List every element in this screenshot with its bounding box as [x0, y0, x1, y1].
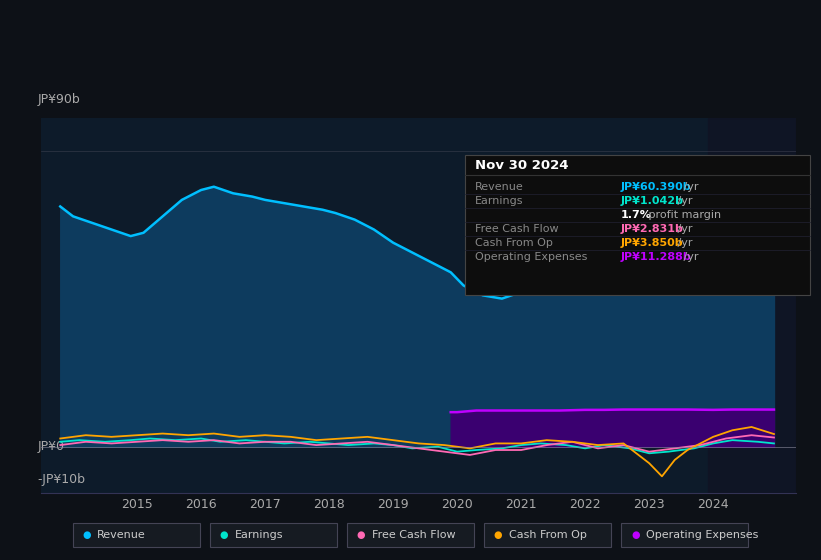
Text: JP¥0: JP¥0 [37, 440, 64, 453]
Text: Free Cash Flow: Free Cash Flow [475, 225, 558, 235]
Text: Cash From Op: Cash From Op [475, 239, 553, 249]
Text: /yr: /yr [674, 197, 693, 207]
Text: ●: ● [220, 530, 228, 540]
Text: Cash From Op: Cash From Op [509, 530, 586, 540]
Text: ●: ● [356, 530, 365, 540]
Text: JP¥60.390b: JP¥60.390b [621, 183, 691, 193]
Text: ●: ● [493, 530, 502, 540]
Text: -JP¥10b: -JP¥10b [37, 473, 85, 486]
Text: JP¥2.831b: JP¥2.831b [621, 225, 684, 235]
Text: Operating Expenses: Operating Expenses [646, 530, 758, 540]
Text: /yr: /yr [680, 183, 699, 193]
Text: /yr: /yr [674, 239, 693, 249]
Text: Earnings: Earnings [235, 530, 283, 540]
Text: JP¥11.288b: JP¥11.288b [621, 253, 692, 263]
Text: Free Cash Flow: Free Cash Flow [372, 530, 455, 540]
Text: Earnings: Earnings [475, 197, 523, 207]
Text: Revenue: Revenue [97, 530, 146, 540]
Text: /yr: /yr [674, 225, 693, 235]
Text: /yr: /yr [680, 253, 699, 263]
Bar [708, 118, 796, 493]
Text: JP¥3.850b: JP¥3.850b [621, 239, 684, 249]
Text: ●: ● [631, 530, 640, 540]
Text: Nov 30 2024: Nov 30 2024 [475, 158, 568, 171]
Text: Operating Expenses: Operating Expenses [475, 253, 587, 263]
Text: ●: ● [82, 530, 91, 540]
Text: profit margin: profit margin [644, 211, 721, 221]
Text: 1.7%: 1.7% [621, 211, 652, 221]
Text: JP¥1.042b: JP¥1.042b [621, 197, 684, 207]
Text: JP¥90b: JP¥90b [37, 94, 80, 106]
Text: Revenue: Revenue [475, 183, 524, 193]
